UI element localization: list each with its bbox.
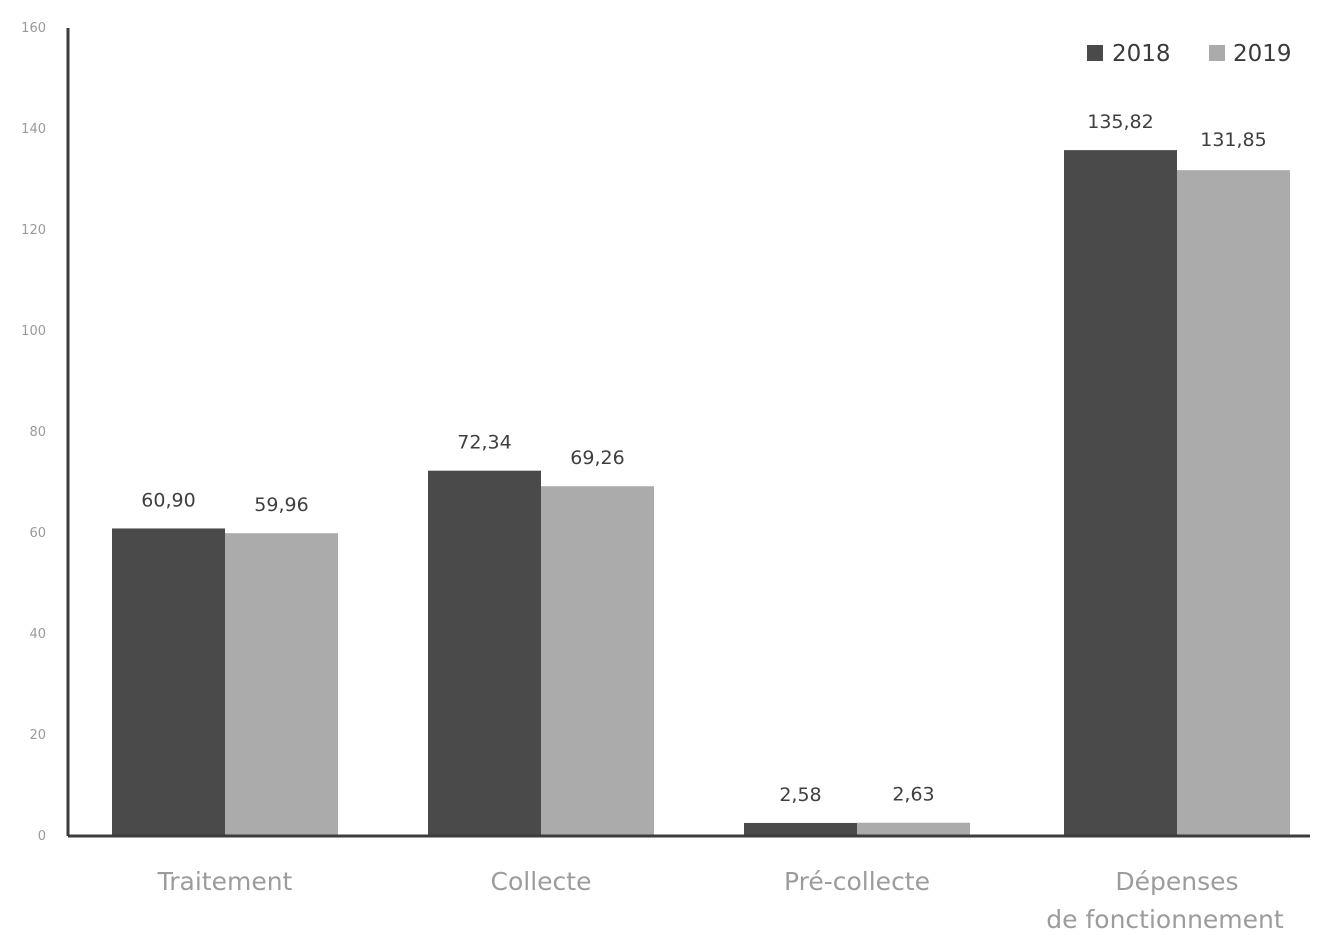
bar-2019-0 — [225, 533, 338, 836]
bar-2019-2 — [857, 822, 970, 836]
value-label: 69,26 — [570, 447, 624, 469]
value-label: 135,82 — [1087, 111, 1153, 133]
legend-label-2019: 2019 — [1233, 41, 1292, 67]
bar-2019-3 — [1177, 170, 1290, 837]
y-tick-label: 40 — [29, 627, 46, 642]
y-tick-label: 20 — [29, 728, 46, 743]
bar-2018-1 — [428, 470, 541, 836]
y-tick-label: 60 — [29, 526, 46, 541]
value-label: 59,96 — [254, 494, 308, 516]
y-axis-ticks: 0 20 40 60 80 100 120 140 160 — [21, 21, 46, 844]
value-label: 60,90 — [141, 489, 195, 511]
bar-2018-3 — [1064, 150, 1177, 836]
y-tick-label: 140 — [21, 122, 46, 137]
y-tick-label: 0 — [38, 829, 46, 844]
bar-2018-0 — [112, 528, 225, 836]
value-label: 131,85 — [1200, 129, 1266, 151]
bars — [112, 150, 1290, 837]
value-label: 2,63 — [892, 784, 934, 806]
value-labels: 60,90 72,34 2,58 135,82 59,96 69,26 2,63 131,85 — [141, 111, 1266, 806]
category-labels: Traitement Collecte Pré-collecte Dépenses de… — [157, 867, 1284, 934]
legend: 2018 2019 — [1087, 41, 1292, 67]
y-tick-label: 160 — [21, 21, 46, 36]
legend-swatch-2019 — [1209, 45, 1225, 61]
legend-swatch-2018 — [1087, 45, 1103, 61]
bar-2019-1 — [541, 486, 654, 836]
bar-2018-2 — [744, 822, 857, 836]
value-label: 72,34 — [457, 432, 511, 454]
category-label: de fonctionnement — [1046, 905, 1284, 934]
value-label: 2,58 — [779, 784, 821, 806]
y-tick-label: 100 — [21, 324, 46, 339]
category-label: Pré-collecte — [784, 867, 930, 896]
category-label: Collecte — [491, 867, 592, 896]
category-label: Traitement — [157, 867, 293, 896]
y-tick-label: 80 — [29, 425, 46, 440]
category-label: Dépenses — [1115, 867, 1238, 896]
legend-label-2018: 2018 — [1112, 41, 1171, 67]
y-tick-label: 120 — [21, 223, 46, 238]
